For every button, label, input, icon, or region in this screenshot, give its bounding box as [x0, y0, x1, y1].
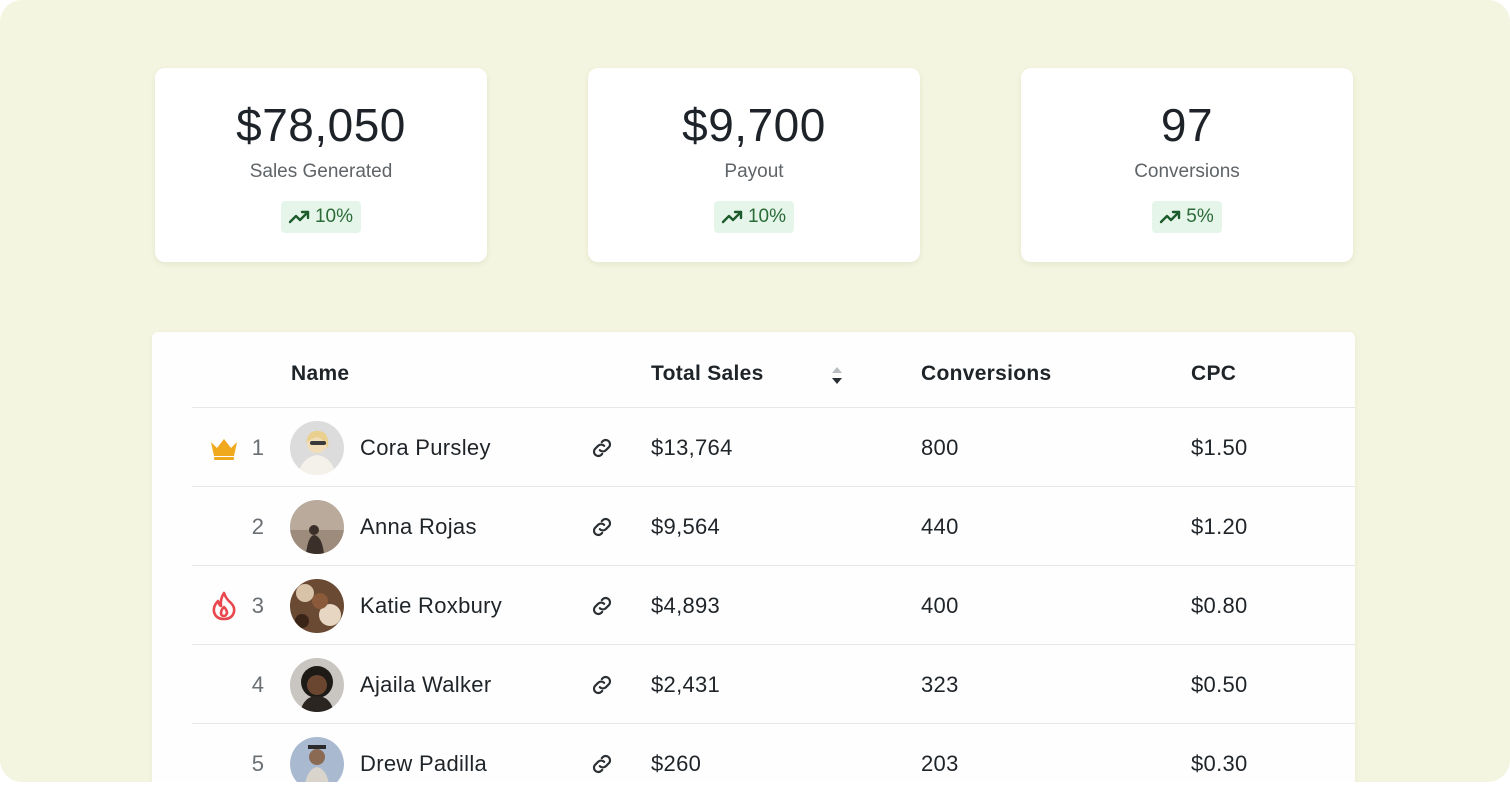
sort-icon[interactable] [830, 364, 844, 388]
stat-label: Conversions [1134, 161, 1240, 182]
total-sales-value: $260 [651, 751, 702, 776]
leaderboard-table: Name Total Sales Conversions CPC 1 Cora … [152, 332, 1355, 782]
stat-change-value: 10% [314, 206, 354, 227]
link-icon[interactable] [589, 593, 615, 619]
cpc-value: $1.50 [1191, 435, 1248, 460]
stat-change-badge: 10% [713, 201, 795, 233]
rank-number: 1 [251, 435, 264, 460]
trending-up-icon [1160, 210, 1181, 224]
crown-icon [211, 439, 237, 460]
stat-value: $78,050 [236, 99, 406, 151]
stat-change-value: 10% [747, 206, 787, 227]
stat-card-conversions: 97 Conversions 5% [1021, 68, 1353, 262]
affiliate-name: Katie Roxbury [360, 593, 503, 618]
conversions-value: 323 [921, 672, 959, 697]
conversions-value: 203 [921, 751, 959, 776]
total-sales-value: $9,564 [651, 514, 721, 539]
stat-label: Sales Generated [249, 161, 393, 182]
affiliate-name: Cora Pursley [360, 435, 491, 460]
conversions-value: 400 [921, 593, 959, 618]
table-header: Name Total Sales Conversions CPC [192, 332, 1355, 408]
table-row[interactable]: 2 Anna Rojas $9,564 440 $1.20 [192, 487, 1355, 566]
table-row[interactable]: 1 Cora Pursley $13,764 800 $1.50 [192, 408, 1355, 487]
trending-up-icon [288, 210, 310, 224]
cpc-value: $0.50 [1191, 672, 1248, 697]
flame-icon [212, 591, 236, 621]
rank-number: 3 [251, 593, 264, 618]
stat-change-badge: 5% [1152, 201, 1222, 233]
cpc-value: $0.30 [1191, 751, 1248, 776]
link-icon[interactable] [589, 435, 615, 461]
table-row[interactable]: 5 Drew Padilla $260 203 $0.30 [192, 724, 1355, 782]
column-header-total-sales[interactable]: Total Sales [651, 362, 764, 385]
rank-number: 4 [251, 672, 264, 697]
stat-label: Payout [724, 161, 784, 182]
total-sales-value: $4,893 [651, 593, 721, 618]
column-header-name: Name [291, 362, 350, 385]
rank-number: 5 [251, 751, 264, 776]
link-icon[interactable] [589, 672, 615, 698]
stat-card-payout: $9,700 Payout 10% [588, 68, 920, 262]
stat-value: 97 [1160, 99, 1214, 151]
conversions-value: 800 [921, 435, 959, 460]
affiliate-name: Ajaila Walker [360, 672, 492, 697]
total-sales-value: $13,764 [651, 435, 733, 460]
cpc-value: $1.20 [1191, 514, 1248, 539]
column-header-conversions: Conversions [921, 362, 1052, 385]
avatar [290, 737, 344, 782]
total-sales-value: $2,431 [651, 672, 721, 697]
stat-change-badge: 10% [280, 201, 362, 233]
table-row[interactable]: 3 Katie Roxbury $4,893 400 $0.80 [192, 566, 1355, 645]
trending-up-icon [721, 210, 743, 224]
cpc-value: $0.80 [1191, 593, 1248, 618]
affiliate-name: Anna Rojas [360, 514, 477, 539]
avatar [290, 658, 344, 712]
stat-change-value: 5% [1186, 206, 1214, 227]
link-icon[interactable] [589, 514, 615, 540]
avatar [290, 421, 344, 475]
link-icon[interactable] [589, 751, 615, 777]
rank-number: 2 [251, 514, 264, 539]
column-header-cpc: CPC [1191, 362, 1237, 385]
avatar [290, 579, 344, 633]
stat-card-sales-generated: $78,050 Sales Generated 10% [155, 68, 487, 262]
conversions-value: 440 [921, 514, 959, 539]
table-row[interactable]: 4 Ajaila Walker $2,431 323 $0.50 [192, 645, 1355, 724]
avatar [290, 500, 344, 554]
stat-value: $9,700 [682, 99, 826, 151]
affiliate-name: Drew Padilla [360, 751, 488, 776]
